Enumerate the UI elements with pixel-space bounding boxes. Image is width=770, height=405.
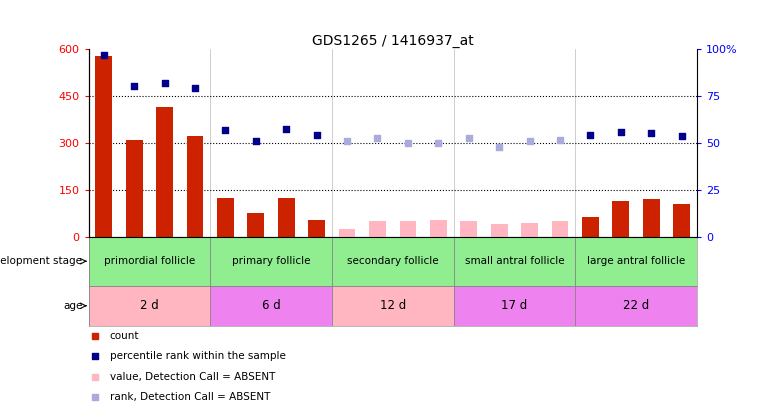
- Point: [554, 136, 566, 143]
- Bar: [210, 286, 332, 326]
- Text: 12 d: 12 d: [380, 299, 406, 312]
- Bar: [95, 56, 112, 237]
- Bar: [186, 136, 203, 237]
- Bar: [89, 237, 210, 286]
- Text: 22 d: 22 d: [623, 299, 649, 312]
- Bar: [369, 221, 386, 237]
- Point: [189, 85, 201, 91]
- Bar: [156, 107, 173, 237]
- Bar: [582, 217, 599, 237]
- Bar: [332, 237, 454, 286]
- Bar: [490, 224, 507, 237]
- Text: large antral follicle: large antral follicle: [587, 256, 685, 266]
- Point: [310, 132, 323, 138]
- Point: [432, 139, 444, 146]
- Text: small antral follicle: small antral follicle: [464, 256, 564, 266]
- Point: [524, 138, 536, 145]
- Bar: [332, 286, 454, 326]
- Bar: [308, 220, 325, 237]
- Point: [98, 52, 110, 58]
- Bar: [430, 220, 447, 237]
- Point: [463, 135, 475, 141]
- Point: [371, 135, 383, 141]
- Point: [442, 104, 454, 110]
- Text: 17 d: 17 d: [501, 299, 527, 312]
- Title: GDS1265 / 1416937_at: GDS1265 / 1416937_at: [312, 34, 474, 47]
- Bar: [643, 199, 660, 237]
- Point: [249, 138, 262, 145]
- Text: age: age: [63, 301, 82, 311]
- Text: rank, Detection Call = ABSENT: rank, Detection Call = ABSENT: [110, 392, 270, 402]
- Bar: [575, 286, 697, 326]
- Text: value, Detection Call = ABSENT: value, Detection Call = ABSENT: [110, 371, 275, 382]
- Text: development stage: development stage: [0, 256, 82, 266]
- Bar: [612, 201, 629, 237]
- Point: [402, 139, 414, 146]
- Bar: [339, 229, 356, 237]
- Bar: [673, 204, 690, 237]
- Point: [159, 80, 171, 86]
- Bar: [460, 221, 477, 237]
- Point: [584, 132, 597, 138]
- Bar: [210, 237, 332, 286]
- Text: 2 d: 2 d: [140, 299, 159, 312]
- Point: [645, 130, 658, 136]
- Text: primary follicle: primary follicle: [232, 256, 310, 266]
- Bar: [551, 221, 568, 237]
- Bar: [247, 213, 264, 237]
- Bar: [278, 198, 295, 237]
- Bar: [575, 237, 697, 286]
- Text: secondary follicle: secondary follicle: [347, 256, 438, 266]
- Point: [280, 126, 293, 132]
- Text: percentile rank within the sample: percentile rank within the sample: [110, 351, 286, 361]
- Point: [341, 138, 353, 145]
- Bar: [521, 223, 538, 237]
- Bar: [454, 286, 575, 326]
- Bar: [217, 198, 234, 237]
- Point: [442, 290, 454, 297]
- Bar: [126, 140, 142, 237]
- Point: [675, 133, 688, 140]
- Point: [128, 83, 140, 90]
- Text: count: count: [110, 330, 139, 341]
- Bar: [454, 237, 575, 286]
- Bar: [400, 221, 417, 237]
- Bar: [89, 286, 210, 326]
- Text: primordial follicle: primordial follicle: [104, 256, 195, 266]
- Point: [493, 144, 505, 151]
- Point: [219, 127, 232, 134]
- Text: 6 d: 6 d: [262, 299, 280, 312]
- Point: [614, 128, 627, 135]
